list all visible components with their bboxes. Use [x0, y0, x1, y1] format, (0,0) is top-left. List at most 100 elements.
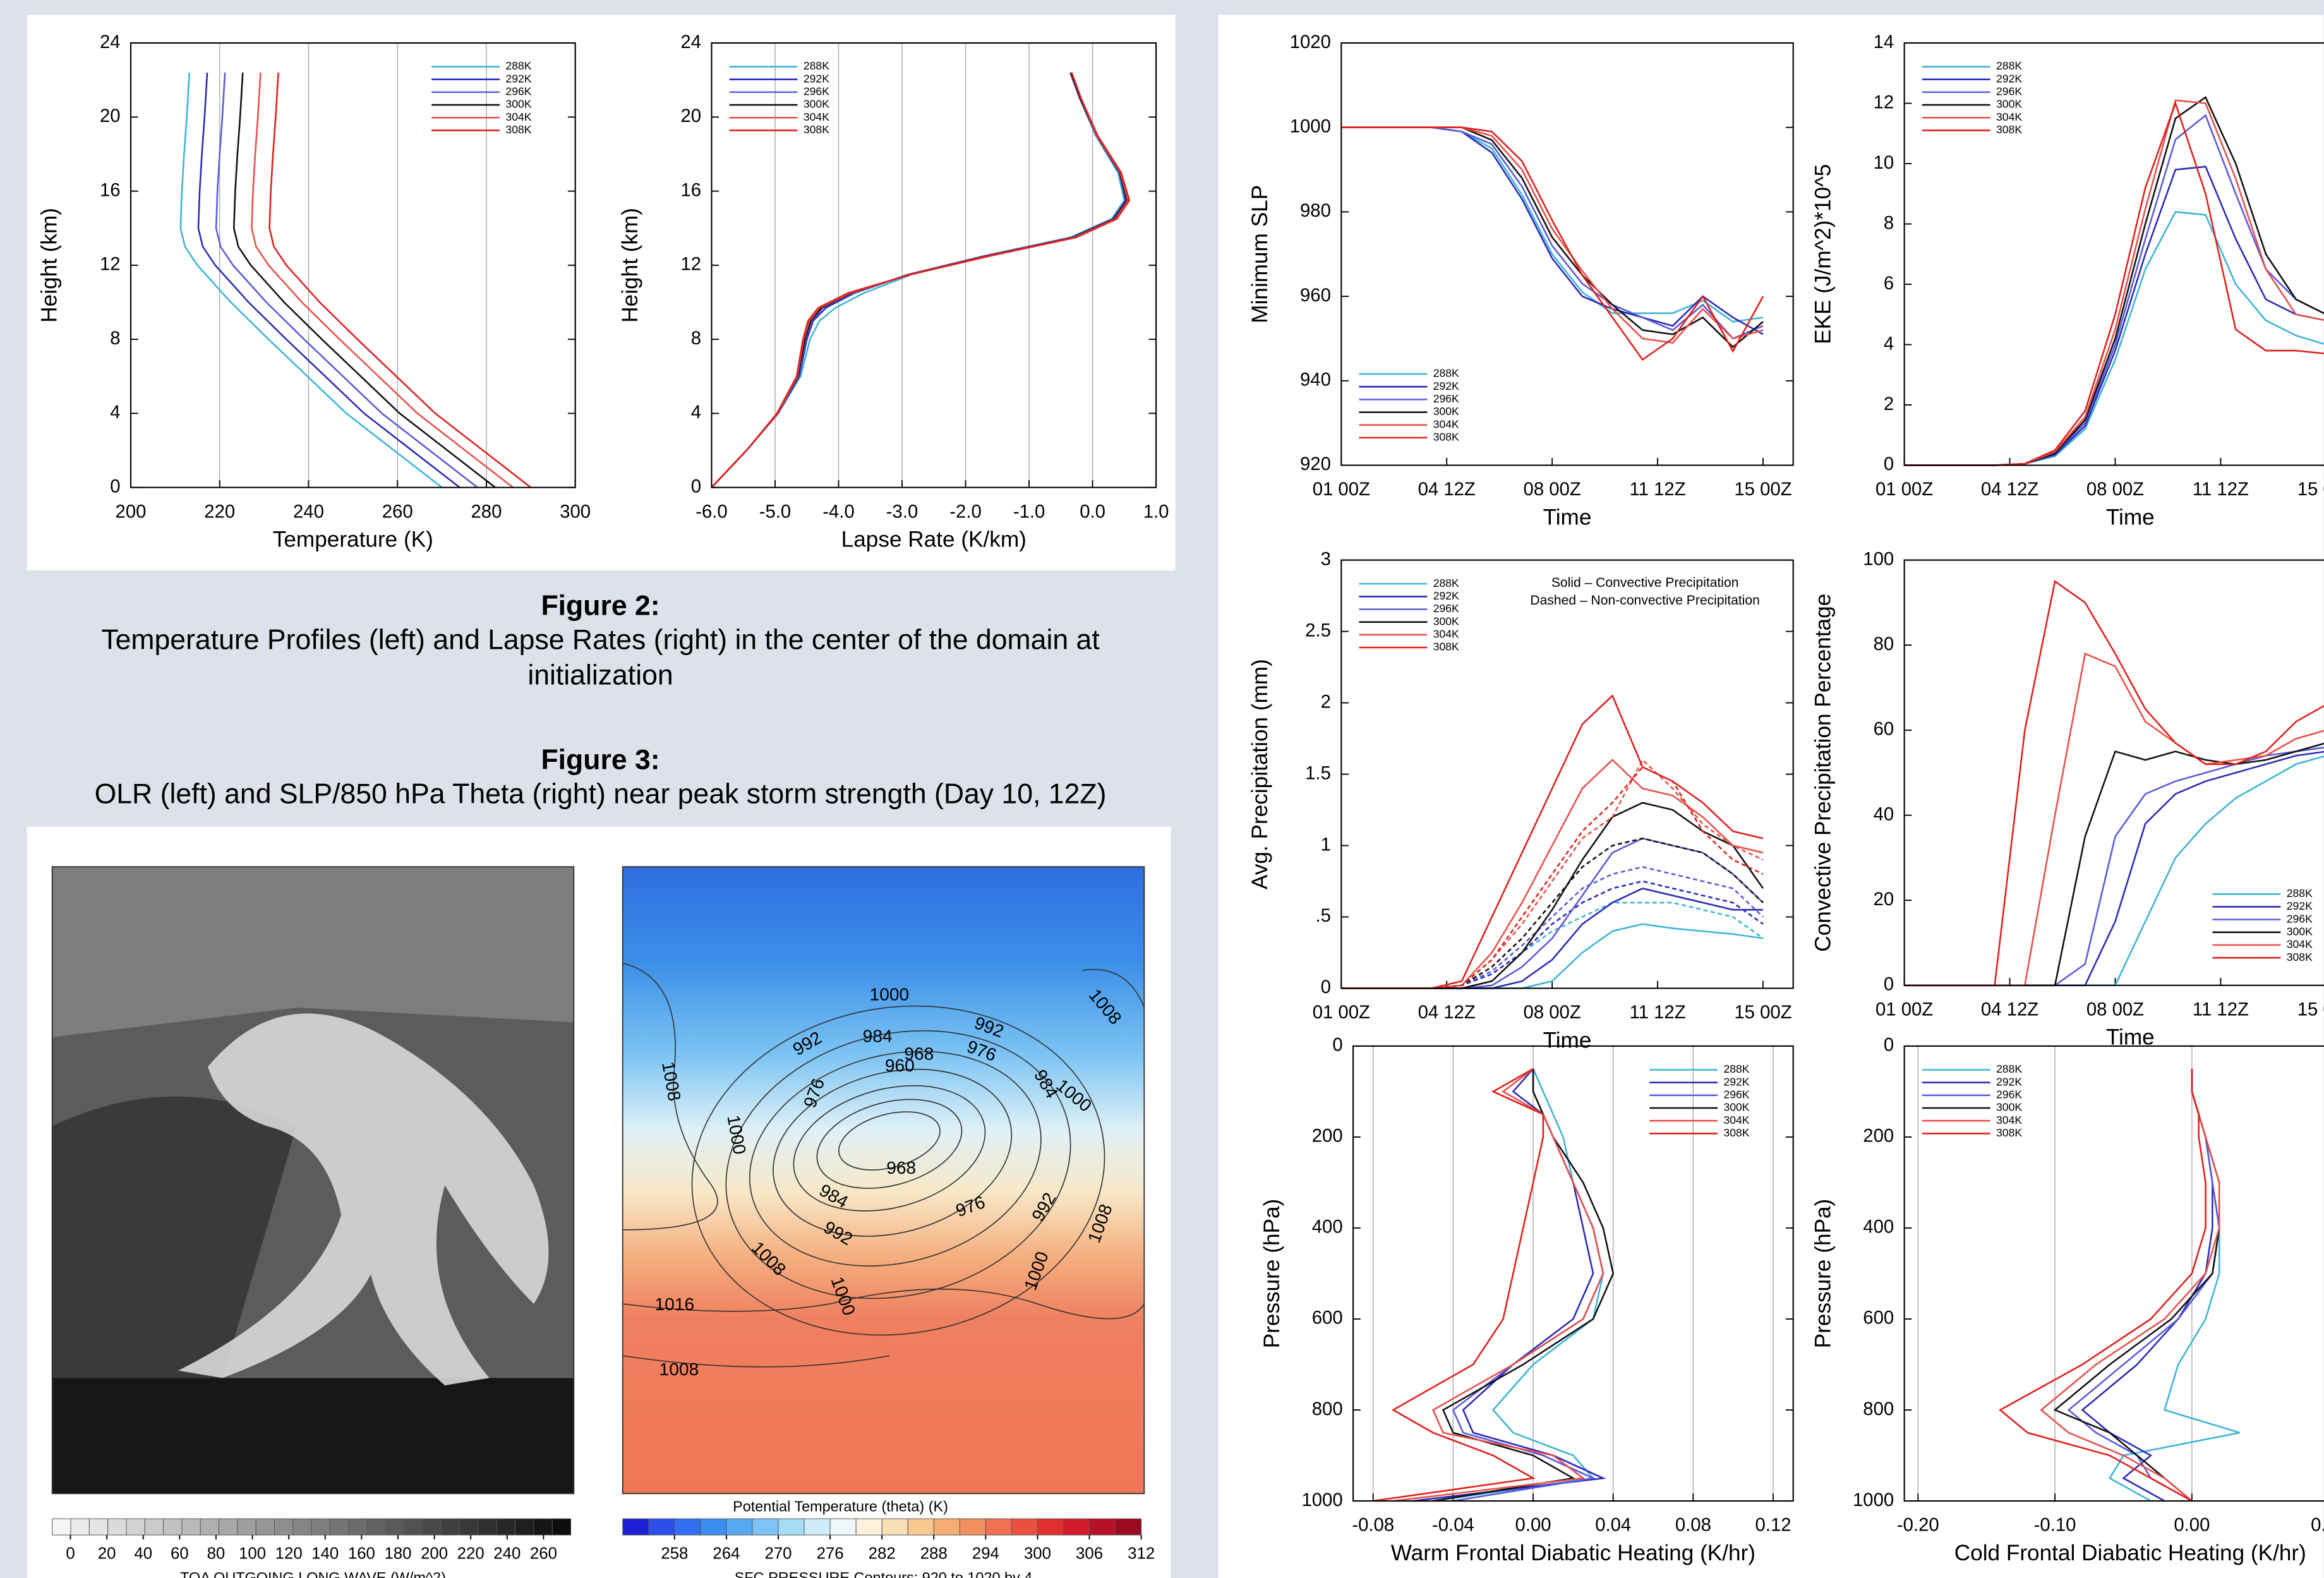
y-tick-label: 0 — [1884, 1035, 1894, 1056]
colorbar-label: 60 — [171, 1545, 189, 1562]
legend-label: 288K — [1996, 1063, 2022, 1075]
colorbar-cell — [330, 1518, 349, 1536]
y-tick-label: 4 — [691, 402, 701, 423]
legend-label: 292K — [1433, 589, 1459, 602]
colorbar-cell — [648, 1518, 675, 1536]
series-line — [197, 72, 461, 488]
legend-label: 296K — [804, 85, 829, 98]
legend-label: 304K — [1996, 1114, 2022, 1126]
figure-label: Figure 3: — [541, 744, 659, 775]
colorbar-cell — [1011, 1518, 1038, 1536]
x-axis-label: Warm Frontal Diabatic Heating (K/hr) — [1391, 1541, 1755, 1565]
legend-label: 304K — [1996, 111, 2022, 123]
legend-label: 288K — [2287, 887, 2313, 900]
colorbar-label: 288 — [920, 1545, 948, 1562]
y-axis-label: EKE (J/m^2)*10^5 — [1810, 164, 1835, 344]
x-tick-label: 0.12 — [1755, 1515, 1791, 1536]
colorbar-cell — [237, 1518, 256, 1536]
legend-label: 292K — [2287, 900, 2313, 912]
colorbar-cell — [107, 1518, 127, 1536]
legend-label: 288K — [804, 59, 829, 72]
x-tick-label: 0.0 — [1080, 501, 1105, 522]
legend-label: 296K — [1996, 85, 2022, 98]
colorbar-label: 20 — [98, 1545, 116, 1562]
y-tick-label: 4 — [110, 402, 120, 423]
x-tick-label: 04 12Z — [1981, 479, 2038, 500]
x-tick-label: 15 00Z — [1734, 1002, 1791, 1023]
legend-label: 296K — [1433, 392, 1459, 405]
x-tick-label: 01 00Z — [1313, 479, 1370, 500]
x-tick-label: 08 00Z — [1524, 479, 1581, 500]
y-axis-label: Height (km) — [37, 208, 62, 323]
colorbar-cell — [674, 1518, 701, 1536]
contour-label: 1008 — [659, 1359, 699, 1379]
chart: 01 00Z 04 12Z 08 00Z 11 12Z 15 00Z 0 20 40 60 80 1… — [1810, 548, 2324, 1050]
colorbar-cell — [778, 1518, 805, 1536]
y-tick-label: 24 — [100, 32, 121, 52]
x-tick-label: 11 12Z — [2193, 479, 2249, 500]
colorbar-title: TOA OUTGOING LONG WAVE (W/m^2) — [180, 1569, 446, 1578]
legend-label: 292K — [1433, 380, 1459, 392]
panel — [1218, 15, 2324, 1578]
legend-label: 304K — [1723, 1114, 1749, 1126]
colorbar-cell — [496, 1518, 516, 1536]
colorbar-cell — [219, 1518, 238, 1536]
legend-label: 304K — [2287, 938, 2313, 951]
x-tick-label: 0.00 — [1515, 1515, 1551, 1536]
x-tick-label: 08 00Z — [2086, 999, 2144, 1020]
y-tick-label: 8 — [110, 328, 120, 349]
colorbar-cell — [907, 1518, 934, 1536]
series-line — [251, 72, 514, 488]
y-axis-label: Pressure (hPa) — [1810, 1199, 1835, 1349]
legend-label: 288K — [1433, 367, 1459, 380]
y-tick-label: 60 — [1874, 719, 1894, 740]
colorbar-cell — [440, 1518, 461, 1536]
series-line — [232, 72, 496, 488]
y-tick-label: 16 — [680, 179, 701, 200]
y-axis-label: Pressure (hPa) — [1260, 1199, 1284, 1349]
x-tick-label: 220 — [204, 501, 235, 522]
series-line — [268, 72, 532, 488]
x-tick-label: 08 00Z — [2086, 479, 2144, 500]
y-tick-label: 24 — [680, 32, 701, 52]
colorbar-cell — [404, 1518, 423, 1536]
legend-label: 300K — [1996, 98, 2022, 111]
colorbar-cell — [1063, 1518, 1090, 1536]
y-tick-label: 1000 — [1301, 1490, 1342, 1510]
legend-label: 296K — [1996, 1088, 2022, 1100]
y-tick-label: 980 — [1300, 200, 1331, 221]
x-axis-label: Temperature (K) — [273, 527, 433, 552]
x-tick-label: 0.04 — [1595, 1515, 1631, 1536]
x-tick-label: -0.04 — [1432, 1515, 1474, 1536]
x-tick-label: 01 00Z — [1875, 479, 1933, 500]
series-line — [711, 72, 1131, 488]
x-tick-label: -0.20 — [1897, 1515, 1939, 1536]
colorbar-label: 312 — [1128, 1545, 1155, 1562]
colorbar-cell — [985, 1518, 1012, 1536]
colorbar-title: Potential Temperature (theta) (K) — [733, 1498, 948, 1514]
colorbar-cell — [478, 1518, 497, 1536]
y-tick-label: 8 — [1884, 212, 1894, 233]
x-tick-label: 280 — [471, 501, 502, 522]
y-tick-label: 960 — [1300, 285, 1331, 306]
y-tick-label: 600 — [1863, 1308, 1894, 1328]
colorbar-label: 40 — [134, 1545, 152, 1562]
colorbar-label: 140 — [311, 1545, 339, 1562]
colorbar-cell — [348, 1518, 368, 1536]
x-tick-label: -5.0 — [759, 501, 791, 522]
legend-label: 296K — [2287, 912, 2313, 925]
y-tick-label: 3 — [1321, 548, 1331, 569]
series-line — [1393, 1068, 1605, 1502]
x-tick-label: 08 00Z — [1524, 1002, 1581, 1023]
legend-label: 308K — [2287, 951, 2313, 963]
legend-label: 304K — [1433, 418, 1459, 430]
colorbar-cell — [163, 1518, 183, 1536]
y-tick-label: 1 — [1321, 834, 1331, 855]
y-tick-label: 400 — [1312, 1217, 1343, 1238]
y-tick-label: 2 — [1884, 394, 1894, 414]
colorbar-cell — [70, 1518, 90, 1536]
x-tick-label: 1.0 — [1143, 501, 1169, 522]
legend-label: 300K — [804, 98, 829, 111]
legend-label: 300K — [1723, 1101, 1749, 1114]
